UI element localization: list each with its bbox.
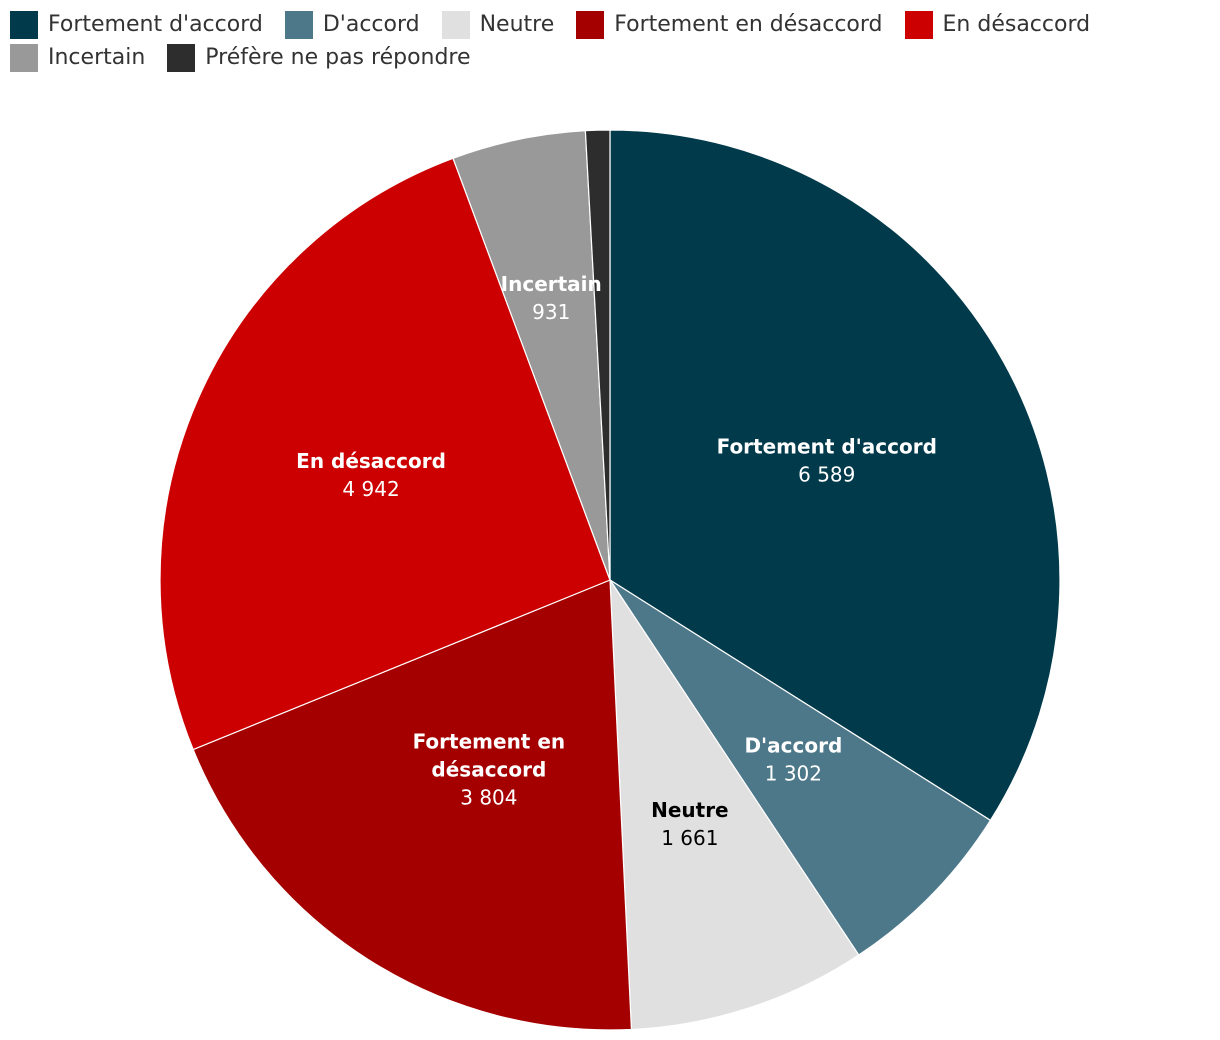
slice-value: 1 302 bbox=[765, 761, 822, 785]
legend-label: En désaccord bbox=[942, 12, 1091, 37]
slice-name: D'accord bbox=[744, 733, 842, 757]
legend-item-fortement-d-accord: Fortement d'accord bbox=[10, 10, 263, 39]
legend: Fortement d'accord D'accord Neutre Forte… bbox=[10, 8, 1210, 74]
legend-swatch bbox=[441, 10, 470, 39]
legend-label: Neutre bbox=[479, 12, 555, 37]
legend-label: Préfère ne pas répondre bbox=[205, 45, 471, 70]
slice-name: En désaccord bbox=[296, 449, 446, 473]
pie-slice-4 bbox=[159, 157, 611, 751]
legend-label: Fortement d'accord bbox=[48, 12, 263, 37]
slice-label-4: En désaccord 4 942 bbox=[296, 449, 446, 501]
legend-label: Incertain bbox=[48, 45, 146, 70]
legend-row-2: Incertain Préfère ne pas répondre bbox=[10, 41, 1210, 74]
legend-row-1: Fortement d'accord D'accord Neutre Forte… bbox=[10, 8, 1210, 41]
pie-slice-1 bbox=[609, 579, 992, 956]
slice-name: Fortement d'accord bbox=[717, 435, 937, 459]
pie-slice-0 bbox=[609, 129, 1061, 822]
legend-swatch bbox=[10, 43, 38, 72]
legend-item-en-desaccord: En désaccord bbox=[904, 10, 1091, 39]
pie-slice-3 bbox=[192, 579, 633, 1031]
slice-label-2: Neutre 1 661 bbox=[651, 798, 729, 850]
legend-label: D'accord bbox=[322, 12, 420, 37]
slice-value: 931 bbox=[532, 300, 570, 324]
legend-swatch bbox=[576, 10, 605, 39]
legend-item-d-accord: D'accord bbox=[284, 10, 420, 39]
slice-name: désaccord bbox=[431, 758, 546, 782]
slice-name: Fortement en bbox=[413, 730, 566, 754]
legend-item-fortement-en-desaccord: Fortement en désaccord bbox=[576, 10, 883, 39]
legend-swatch bbox=[904, 10, 933, 39]
slice-label-1: D'accord 1 302 bbox=[744, 733, 842, 785]
legend-swatch bbox=[10, 10, 38, 39]
slice-label-3: Fortement en désaccord 3 804 bbox=[413, 730, 566, 810]
slice-name: Incertain bbox=[501, 272, 602, 296]
slice-value: 6 589 bbox=[798, 463, 855, 487]
legend-item-neutre: Neutre bbox=[441, 10, 555, 39]
pie-slice-2 bbox=[609, 577, 860, 1031]
legend-item-incertain: Incertain bbox=[10, 43, 146, 72]
legend-label: Fortement en désaccord bbox=[614, 12, 883, 37]
pie-slice-6 bbox=[584, 129, 611, 581]
legend-item-prefere-ne-pas-repondre: Préfère ne pas répondre bbox=[167, 43, 471, 72]
slice-label-5: Incertain 931 bbox=[501, 272, 602, 324]
slice-name: Neutre bbox=[651, 798, 729, 822]
slice-value: 3 804 bbox=[460, 786, 517, 810]
slice-label-0: Fortement d'accord 6 589 bbox=[717, 435, 937, 487]
legend-swatch bbox=[167, 43, 196, 72]
legend-swatch bbox=[284, 10, 313, 39]
slice-value: 4 942 bbox=[342, 477, 399, 501]
slice-value: 1 661 bbox=[661, 826, 718, 850]
